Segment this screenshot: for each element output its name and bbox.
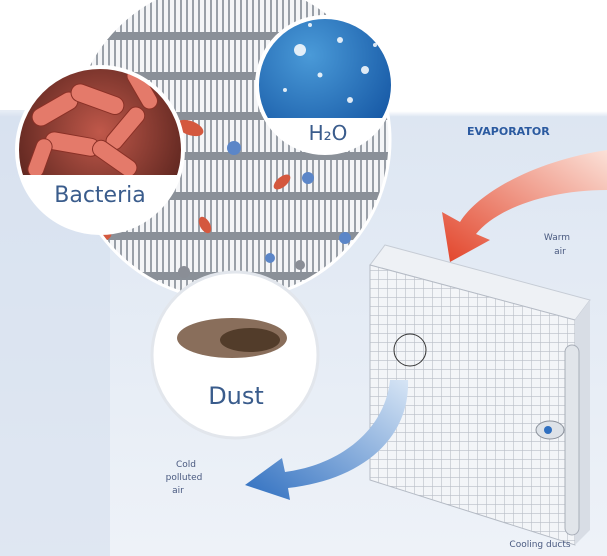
cooling-ducts-label: Cooling ducts — [509, 540, 570, 550]
duct-port — [544, 426, 552, 434]
warm-air-label: air — [554, 247, 566, 257]
bacteria-label: Bacteria — [54, 183, 145, 208]
water-label: H₂O — [309, 121, 348, 145]
warm-air-label: Warm — [544, 233, 570, 243]
dust-label: Dust — [208, 382, 264, 410]
cold-air-label: Cold — [176, 460, 196, 470]
cold-air-label: polluted — [166, 473, 203, 483]
cooling-duct — [565, 345, 579, 535]
evaporator-label: EVAPORATOR — [467, 125, 550, 138]
dust-image — [220, 328, 280, 352]
diagram: Bacteria H₂O EVAPORATOR Warm air Cooling… — [0, 0, 607, 556]
cold-air-label: air — [172, 486, 184, 496]
